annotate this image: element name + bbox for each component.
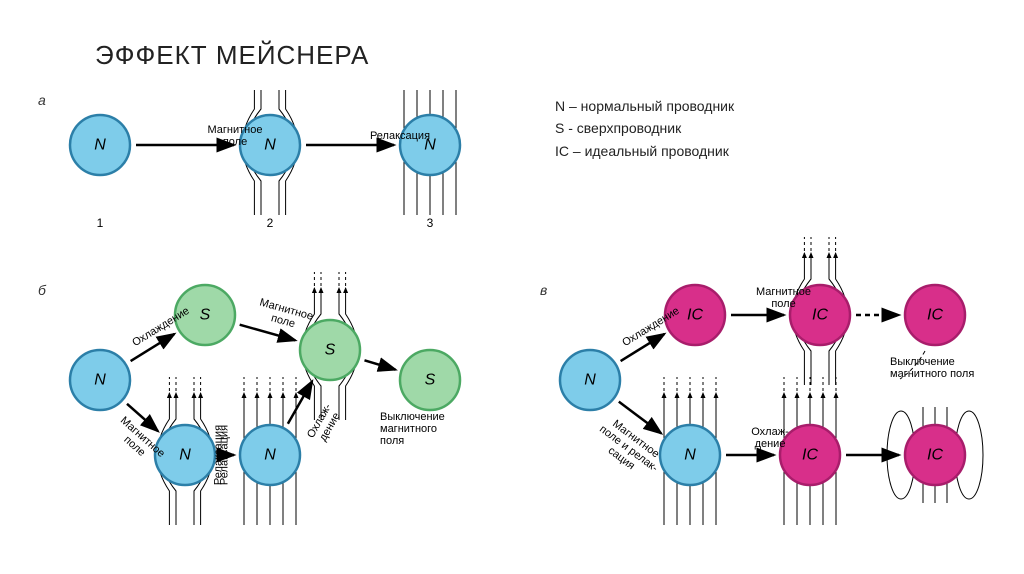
- svg-text:б: б: [38, 282, 47, 298]
- svg-text:IC: IC: [812, 307, 828, 324]
- svg-text:N: N: [584, 372, 596, 389]
- svg-text:3: 3: [427, 216, 434, 230]
- svg-text:IC: IC: [802, 447, 818, 464]
- svg-text:1: 1: [97, 216, 104, 230]
- svg-text:Магнитноеполе: Магнитноеполе: [255, 296, 314, 334]
- svg-text:IC: IC: [687, 307, 703, 324]
- diagram-svg: абвN1N2N3NSSSNNNICICICNICICМагнитноеполе…: [30, 90, 1000, 560]
- page-title: ЭФФЕКТ МЕЙСНЕРА: [95, 40, 369, 71]
- svg-text:N: N: [264, 447, 276, 464]
- svg-text:N: N: [264, 137, 276, 154]
- svg-text:S: S: [425, 372, 436, 389]
- svg-text:а: а: [38, 92, 46, 108]
- svg-text:Охлаж-дение: Охлаж-дение: [751, 426, 789, 450]
- svg-text:N: N: [684, 447, 696, 464]
- svg-text:в: в: [540, 282, 547, 298]
- svg-text:S: S: [200, 307, 211, 324]
- svg-text:2: 2: [267, 216, 274, 230]
- svg-text:Релаксация: Релаксация: [219, 425, 231, 485]
- svg-text:Выключениемагнитного поля: Выключениемагнитного поля: [890, 356, 974, 380]
- svg-text:N: N: [94, 137, 106, 154]
- svg-text:IC: IC: [927, 307, 943, 324]
- svg-text:Выключениемагнитногополя: Выключениемагнитногополя: [380, 411, 445, 447]
- svg-text:Релаксация: Релаксация: [370, 130, 430, 142]
- svg-text:N: N: [94, 372, 106, 389]
- diagram: абвN1N2N3NSSSNNNICICICNICICМагнитноеполе…: [30, 90, 1000, 560]
- svg-text:N: N: [179, 447, 191, 464]
- svg-text:Магнитноеполе и релак-сация: Магнитноеполе и релак-сация: [590, 413, 668, 484]
- svg-text:S: S: [325, 342, 336, 359]
- svg-text:IC: IC: [927, 447, 943, 464]
